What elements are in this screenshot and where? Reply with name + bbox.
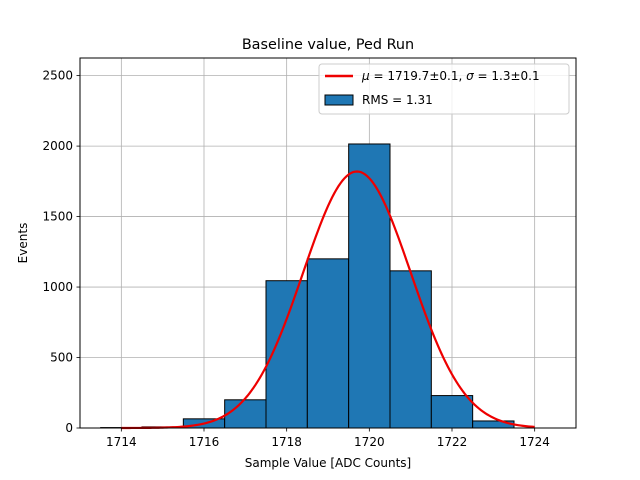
legend-box bbox=[318, 63, 570, 115]
y-tick-label: 1000 bbox=[42, 280, 73, 294]
y-tick-label: 500 bbox=[50, 351, 73, 365]
x-tick-label: 1720 bbox=[354, 435, 385, 449]
fit-curve-group bbox=[121, 170, 535, 430]
legend-sigma-symbol: σ bbox=[466, 69, 474, 83]
chart-title: Baseline value, Ped Run bbox=[242, 37, 414, 53]
y-tick-label: 1500 bbox=[42, 210, 73, 224]
y-axis-ticks: 0 500 1000 1500 2000 2500 bbox=[42, 69, 80, 435]
x-axis-label: Sample Value [ADC Counts] bbox=[245, 456, 411, 470]
legend: μ = 1719.7±0.1, σ = 1.3±0.1 RMS = 1.31 bbox=[318, 63, 570, 115]
legend-mu-symbol: μ bbox=[361, 69, 370, 83]
y-tick-label: 0 bbox=[65, 421, 73, 435]
legend-sigma-equals: = bbox=[474, 69, 492, 83]
histogram-bar bbox=[306, 258, 350, 429]
y-tick-label: 2500 bbox=[42, 69, 73, 83]
histogram-bars bbox=[100, 143, 515, 429]
histogram-bar bbox=[389, 270, 432, 429]
x-tick-label: 1724 bbox=[519, 435, 550, 449]
y-axis-label: Events bbox=[16, 223, 30, 264]
x-tick-label: 1722 bbox=[437, 435, 468, 449]
histogram-bar bbox=[348, 143, 391, 429]
legend-histogram-swatch bbox=[324, 94, 354, 106]
legend-histogram-label: RMS = 1.31 bbox=[362, 93, 433, 107]
grid bbox=[80, 58, 576, 429]
x-axis-ticks: 1714 1716 1718 1720 1722 1724 bbox=[106, 428, 550, 449]
x-tick-label: 1714 bbox=[106, 435, 137, 449]
legend-mu-equals: = bbox=[370, 69, 388, 83]
fit-curve bbox=[121, 170, 535, 430]
x-tick-label: 1718 bbox=[271, 435, 302, 449]
legend-fit-label: μ = 1719.7±0.1, σ = 1.3±0.1 bbox=[361, 69, 540, 83]
plot-frame bbox=[79, 57, 577, 429]
y-tick-label: 2000 bbox=[42, 139, 73, 153]
legend-sigma-value: 1.3±0.1 bbox=[491, 69, 539, 83]
histogram-bar bbox=[430, 395, 474, 429]
legend-mu-value: 1719.7±0.1, bbox=[387, 69, 466, 83]
histogram-bar bbox=[224, 399, 267, 429]
x-tick-label: 1716 bbox=[189, 435, 220, 449]
